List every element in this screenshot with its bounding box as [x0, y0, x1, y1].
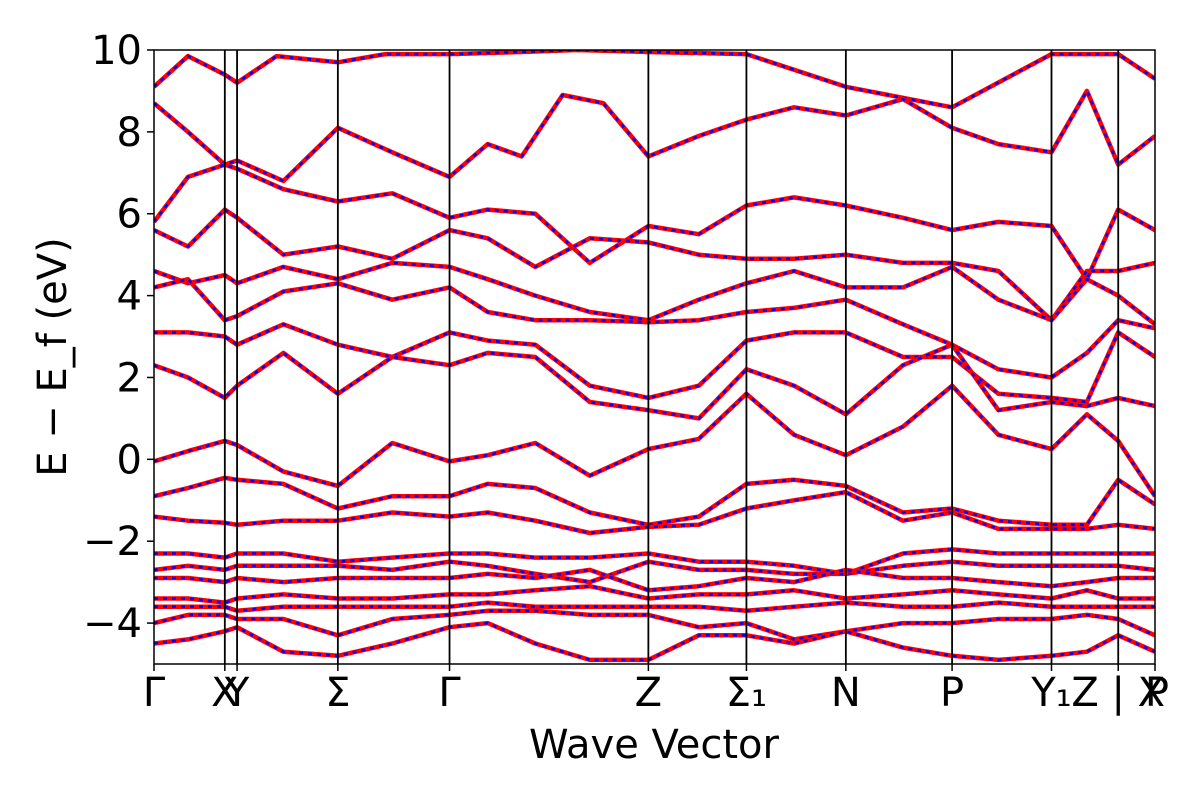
x-tick-label: Y₁: [1030, 670, 1071, 716]
band-17-overlay: [154, 621, 1155, 662]
band-13-line: [154, 567, 1155, 593]
high-symmetry-lines: [223, 50, 1120, 664]
band-5-line: [154, 276, 1155, 380]
band-15-line: [154, 600, 1155, 614]
band-8-overlay: [154, 384, 1155, 497]
band-6-line: [154, 322, 1155, 405]
band-6-overlay: [154, 323, 1155, 404]
y-tick-label: 10: [91, 28, 142, 74]
x-axis-label: Wave Vector: [529, 722, 780, 768]
x-tick-label: N: [831, 670, 861, 716]
y-tick-label: −2: [83, 519, 142, 565]
band-1-overlay: [154, 89, 1155, 183]
y-tick-label: 8: [117, 110, 142, 156]
x-tick-label: Z: [635, 670, 662, 716]
plot-area: [154, 50, 1155, 663]
x-tick-label: Σ: [325, 670, 350, 716]
y-tick-label: 0: [117, 437, 142, 483]
x-tick-label: Γ: [143, 670, 166, 716]
x-tick-label: P: [940, 670, 964, 716]
band-4-line: [154, 260, 1155, 327]
x-tick-label: Y: [224, 670, 250, 716]
band-3-overlay: [154, 208, 1155, 322]
band-2-line: [154, 162, 1155, 282]
y-tick-label: 2: [117, 355, 142, 401]
y-tick-label: 4: [117, 274, 142, 320]
x-axis-ticks: Γ XY Σ Γ Z Σ₁ N P Y₁ Z | XP: [143, 664, 1169, 716]
x-tick-label: X: [211, 670, 238, 716]
band-5-overlay: [154, 277, 1155, 379]
band-1-line: [154, 88, 1155, 184]
band-9-overlay: [154, 476, 1155, 527]
band-16-overlay: [154, 609, 1155, 641]
y-axis-ticks: −4 −2 0 2 4 6 8 10: [83, 28, 154, 647]
x-tick-label: Γ: [438, 670, 461, 716]
band-9-line: [154, 475, 1155, 528]
x-tick-label: Σ₁: [726, 670, 767, 716]
band-7-line: [154, 342, 1155, 421]
y-axis-label: E − E_f (eV): [30, 237, 76, 476]
band-0-line: [154, 50, 1155, 110]
band-8-line: [154, 383, 1155, 498]
plot-frame: [153, 49, 1156, 665]
x-tick-label: Z | X: [1071, 670, 1165, 716]
y-tick-label: −4: [83, 601, 142, 647]
y-tick-label: 6: [117, 192, 142, 238]
band-17-line: [154, 620, 1155, 663]
x-tick-label: P: [1145, 670, 1169, 716]
